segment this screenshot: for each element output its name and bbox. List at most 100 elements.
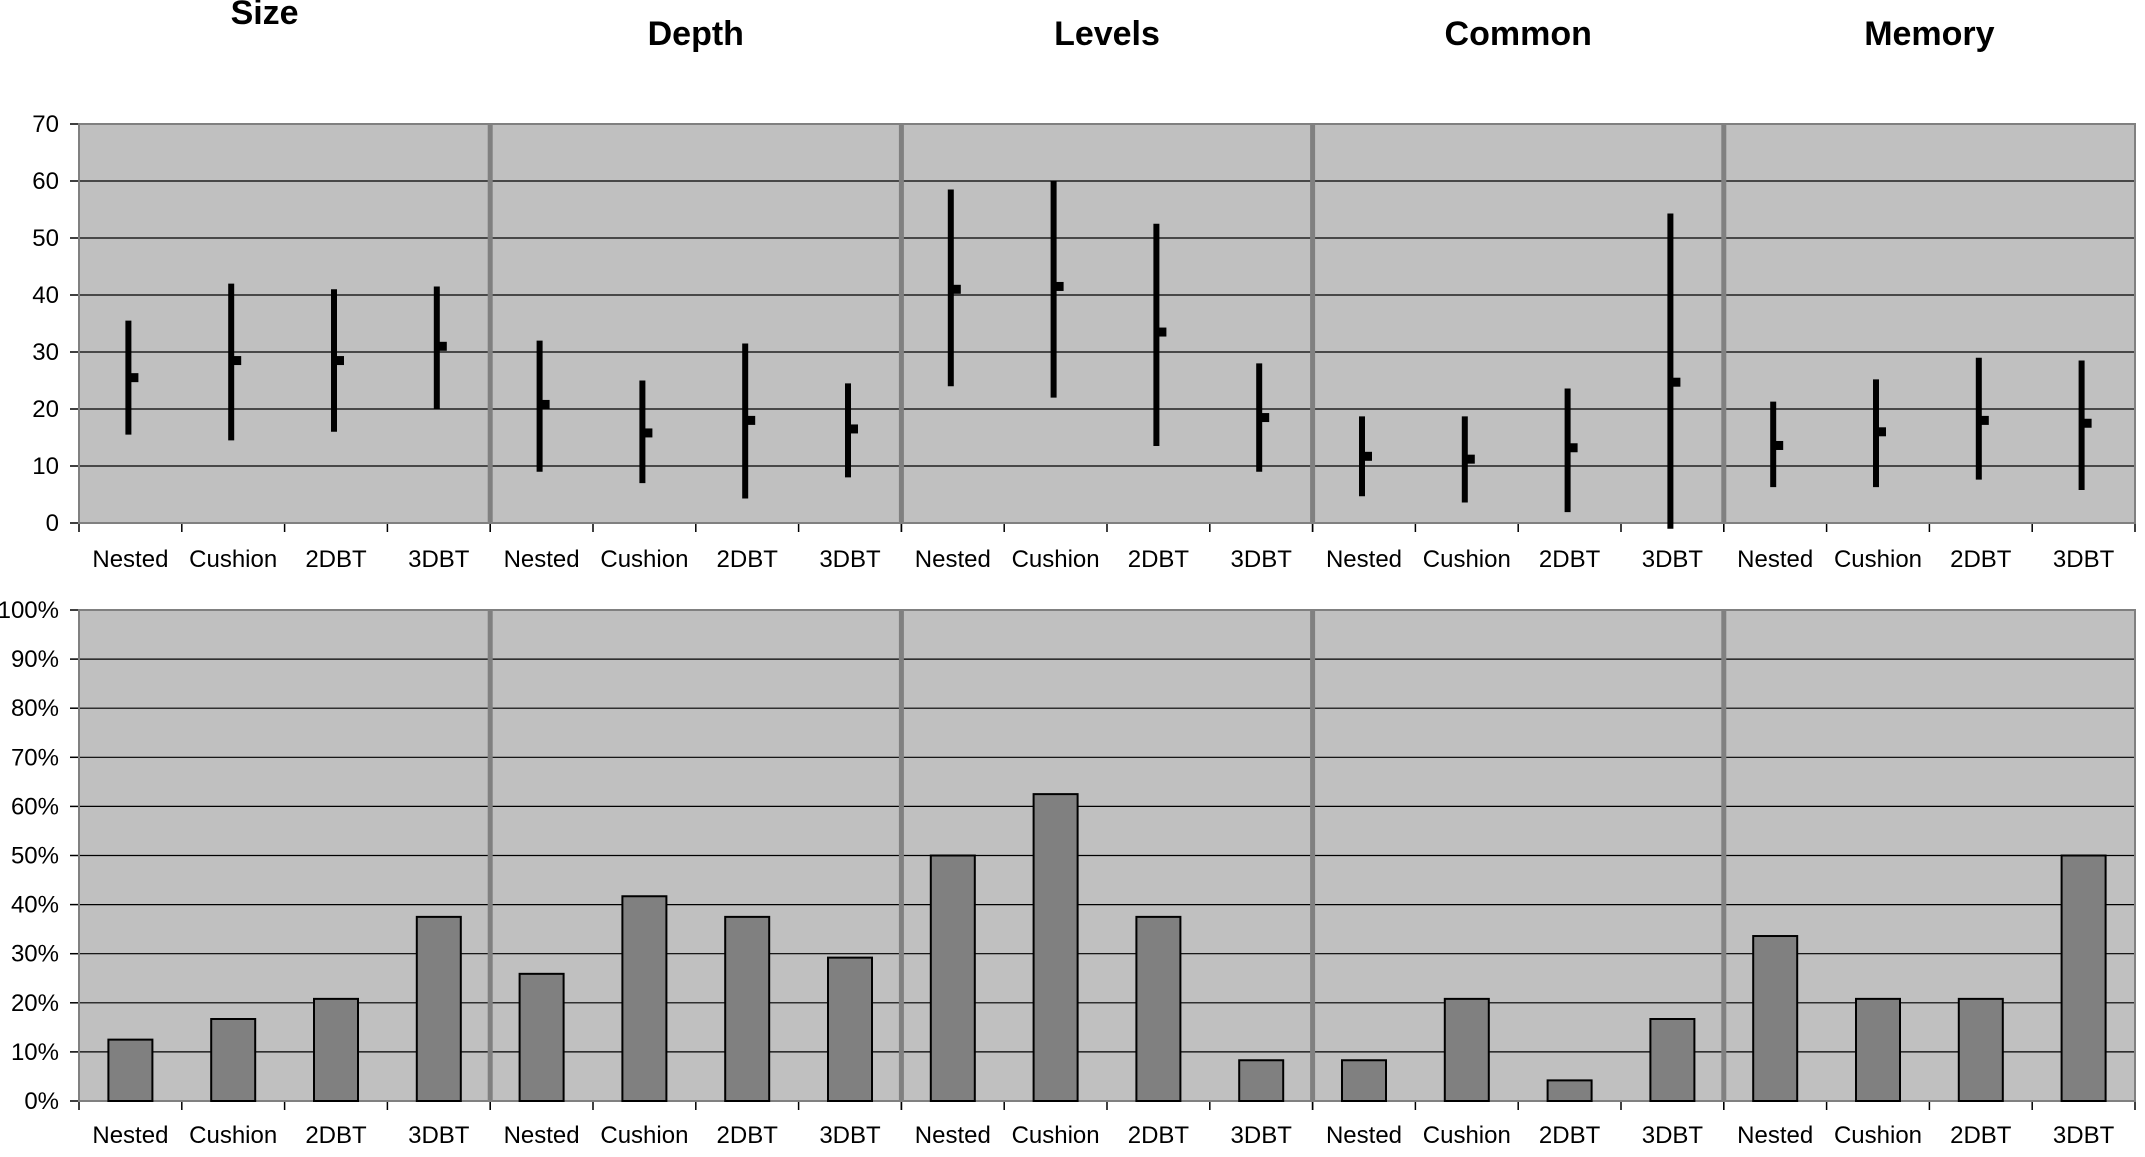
range-category-label: 3DBT [819,546,881,573]
range-y-tick-label: 0 [46,510,59,537]
range-category-label: Cushion [1834,546,1922,573]
bar-category-label: Nested [504,1122,580,1149]
bar-y-tick-label: 100% [0,597,59,624]
range-y-tick-label: 60 [32,168,59,195]
bar-y-tick-label: 20% [11,990,59,1017]
range-mean-marker-memory-2 [1980,415,1989,425]
bar-category-label: 3DBT [2053,1122,2115,1149]
range-y-tick-label: 70 [32,111,59,138]
range-y-tick-label: 10 [32,453,59,480]
bar-category-label: 2DBT [717,1122,779,1149]
bar-category-label: 3DBT [819,1122,881,1149]
bar-memory-3 [2060,854,2107,1102]
range-category-label: Nested [915,546,991,573]
bar-category-label: Nested [92,1122,168,1149]
bar-depth-2 [724,915,771,1102]
range-category-label: 2DBT [717,546,779,573]
range-category-label: 2DBT [305,546,367,573]
bar-category-label: 2DBT [305,1122,367,1149]
bar-memory-2 [1957,997,2004,1103]
range-category-label: 2DBT [1128,546,1190,573]
range-category-label: Cushion [600,546,688,573]
bar-category-label: Nested [1326,1122,1402,1149]
bar-common-1 [1443,997,1490,1103]
bar-levels-2 [1135,915,1182,1102]
bar-plot-frame [78,609,2136,1102]
range-mean-marker-common-1 [1466,454,1475,464]
bar-category-label: 3DBT [1642,1122,1704,1149]
range-mean-marker-common-0 [1364,451,1372,461]
bar-depth-1 [621,895,668,1102]
range-category-label: 3DBT [1642,546,1704,573]
range-mean-marker-common-2 [1569,443,1578,453]
bar-levels-3 [1238,1059,1285,1102]
range-category-label: 3DBT [408,546,470,573]
bar-y-tick-label: 30% [11,941,59,968]
range-mean-marker-levels-1 [1055,281,1064,291]
bar-category-label: Nested [915,1122,991,1149]
bar-y-tick-label: 90% [11,646,59,673]
bar-depth-0 [518,972,565,1102]
range-mean-marker-levels-2 [1158,327,1167,337]
bar-levels-0 [929,854,976,1102]
bar-category-label: Cushion [600,1122,688,1149]
bar-category-label: Cushion [1834,1122,1922,1149]
range-mean-marker-memory-1 [1878,427,1886,437]
bar-size-3 [415,915,462,1102]
group-title-size: Size [231,0,299,32]
bar-common-3 [1649,1018,1696,1102]
bar-category-label: 3DBT [408,1122,470,1149]
bar-y-tick-label: 50% [11,843,59,870]
range-mean-marker-depth-0 [541,399,550,409]
bar-memory-1 [1855,997,1901,1103]
range-mean-marker-memory-3 [2083,418,2092,428]
range-mean-marker-size-2 [336,356,344,366]
range-mean-marker-memory-0 [1775,440,1784,450]
range-mean-marker-levels-3 [1261,413,1270,423]
bar-levels-1 [1032,793,1079,1102]
bar-size-2 [313,997,359,1103]
group-title-depth: Depth [648,15,744,53]
bar-y-tick-label: 70% [11,744,59,771]
group-title-memory: Memory [1864,15,1994,53]
range-y-tick-label: 30 [32,339,59,366]
bar-category-label: 3DBT [1231,1122,1293,1149]
bar-category-label: Cushion [1012,1122,1100,1149]
group-title-common: Common [1445,15,1592,53]
bar-common-2 [1546,1079,1593,1103]
bar-depth-3 [827,956,873,1102]
range-mean-marker-size-1 [233,356,242,366]
bar-category-label: Cushion [1423,1122,1511,1149]
bar-y-tick-label: 80% [11,695,59,722]
range-category-label: Cushion [1423,546,1511,573]
range-plot-area [79,124,2135,523]
range-category-label: Nested [1326,546,1402,573]
bar-common-0 [1341,1059,1387,1102]
bar-size-1 [210,1018,257,1102]
bar-y-tick-label: 60% [11,793,59,820]
bar-y-tick-label: 40% [11,892,59,919]
range-mean-marker-levels-0 [952,284,961,294]
range-category-label: Nested [1737,546,1813,573]
bar-category-label: 2DBT [1128,1122,1190,1149]
range-y-tick-label: 20 [32,396,59,423]
bar-category-label: 2DBT [1539,1122,1601,1149]
range-category-label: 2DBT [1950,546,2012,573]
range-plot-frame [78,123,2136,524]
range-mean-marker-depth-1 [644,428,653,438]
bar-memory-0 [1752,935,1799,1102]
bar-category-label: 2DBT [1950,1122,2012,1149]
range-mean-marker-size-0 [130,373,139,383]
group-title-levels: Levels [1054,15,1160,53]
range-mean-marker-depth-2 [747,415,756,425]
range-category-label: Cushion [1012,546,1100,573]
range-category-label: 3DBT [2053,546,2115,573]
range-category-label: 2DBT [1539,546,1601,573]
range-y-tick-label: 40 [32,282,59,309]
range-mean-marker-common-3 [1672,377,1681,387]
bar-category-label: Cushion [189,1122,277,1149]
range-category-label: 3DBT [1231,546,1293,573]
bar-category-label: Nested [1737,1122,1813,1149]
